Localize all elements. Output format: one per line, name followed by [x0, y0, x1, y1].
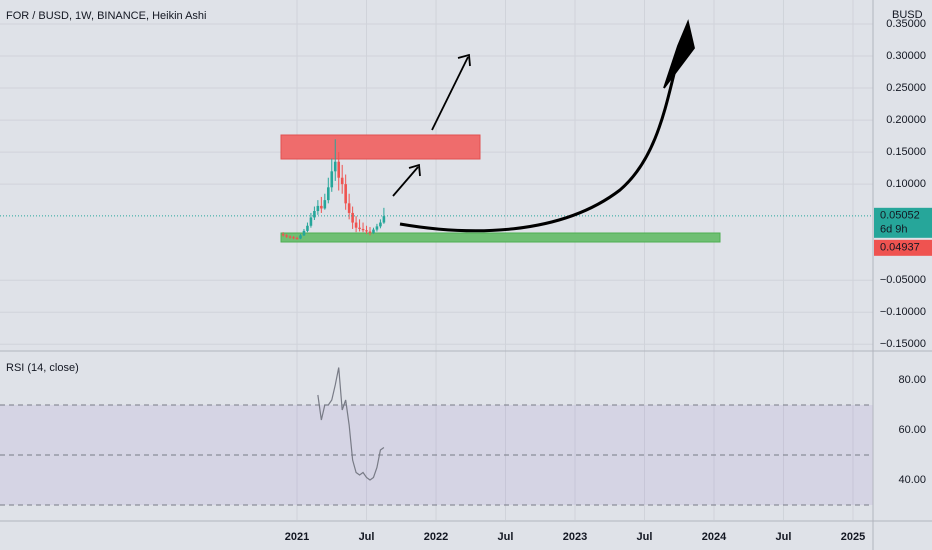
candle-body: [281, 234, 285, 236]
candle-body: [354, 222, 358, 228]
candle-body: [320, 205, 323, 209]
candle-body: [299, 235, 302, 239]
curved-arrow: [399, 69, 677, 233]
candle-body: [382, 216, 386, 223]
y-tick-label: 40.00: [898, 474, 926, 486]
candle-body: [309, 217, 313, 226]
resistance-zone: [280, 134, 481, 160]
x-tick-label: 2021: [285, 531, 309, 543]
candle-body: [361, 228, 365, 231]
candle-body: [375, 226, 379, 230]
y-tick-label: 60.00: [898, 424, 926, 436]
candle-body: [340, 177, 344, 185]
rsi-line: [317, 367, 385, 481]
arrow-head: [457, 53, 471, 67]
y-tick-label: 0.15000: [886, 146, 926, 158]
candle-body: [372, 229, 375, 233]
y-tick-label: 80.00: [898, 374, 926, 386]
candle-body: [368, 231, 372, 233]
arrow-head: [408, 163, 421, 177]
candle-body: [330, 171, 334, 188]
candle-body: [358, 227, 361, 229]
candle-body: [292, 237, 295, 239]
x-tick-label: Jul: [776, 531, 792, 543]
last-price-box: [874, 207, 932, 238]
x-tick-label: Jul: [637, 531, 653, 543]
drawings: [392, 19, 695, 233]
candle-body: [306, 225, 309, 231]
x-tick-label: 2022: [424, 531, 448, 543]
x-tick-label: 2024: [702, 531, 727, 543]
chart-title: FOR / BUSD, 1W, BINANCE, Heikin Ashi: [6, 10, 207, 22]
x-tick-label: Jul: [498, 531, 514, 543]
y-tick-label: 0.30000: [886, 50, 926, 62]
y-tick-label: −0.10000: [880, 306, 926, 318]
candle-body: [302, 230, 306, 236]
candle-body: [347, 203, 351, 213]
candle-body: [313, 211, 316, 218]
y-tick-label: 0.20000: [886, 114, 926, 126]
y-tick-label: −0.15000: [880, 338, 926, 350]
candle-body: [333, 161, 337, 172]
arrow: [392, 166, 419, 197]
candle-body: [326, 187, 330, 201]
support-zone: [280, 232, 721, 243]
y-tick-label: 0.35000: [886, 18, 926, 30]
candle-body: [288, 236, 292, 238]
arrow-head: [663, 19, 695, 89]
candle-body: [285, 235, 288, 237]
prev-price-box: [874, 239, 932, 256]
candle-body: [344, 184, 347, 204]
countdown-label: 6d 9h: [880, 224, 908, 236]
arrow: [431, 56, 469, 131]
candle-body: [323, 200, 327, 209]
candle-body: [295, 237, 299, 239]
y-tick-label: 0.10000: [886, 178, 926, 190]
candle-body: [379, 222, 382, 227]
y-tick-label: 0.25000: [886, 82, 926, 94]
plot: [0, 139, 873, 481]
grid: [0, 0, 873, 520]
x-tick-label: 2025: [841, 531, 865, 543]
unit-label: BUSD: [892, 9, 923, 21]
prev-price-label: 0.04937: [880, 242, 920, 254]
y-tick-label: −0.05000: [880, 274, 926, 286]
rsi-title: RSI (14, close): [6, 362, 79, 374]
candle-body: [351, 212, 354, 223]
candle-body: [337, 161, 341, 178]
x-tick-label: 2023: [563, 531, 587, 543]
x-tick-label: Jul: [359, 531, 375, 543]
candle-body: [316, 205, 320, 212]
last-price-label: 0.05052: [880, 210, 920, 222]
candle-body: [365, 230, 368, 232]
